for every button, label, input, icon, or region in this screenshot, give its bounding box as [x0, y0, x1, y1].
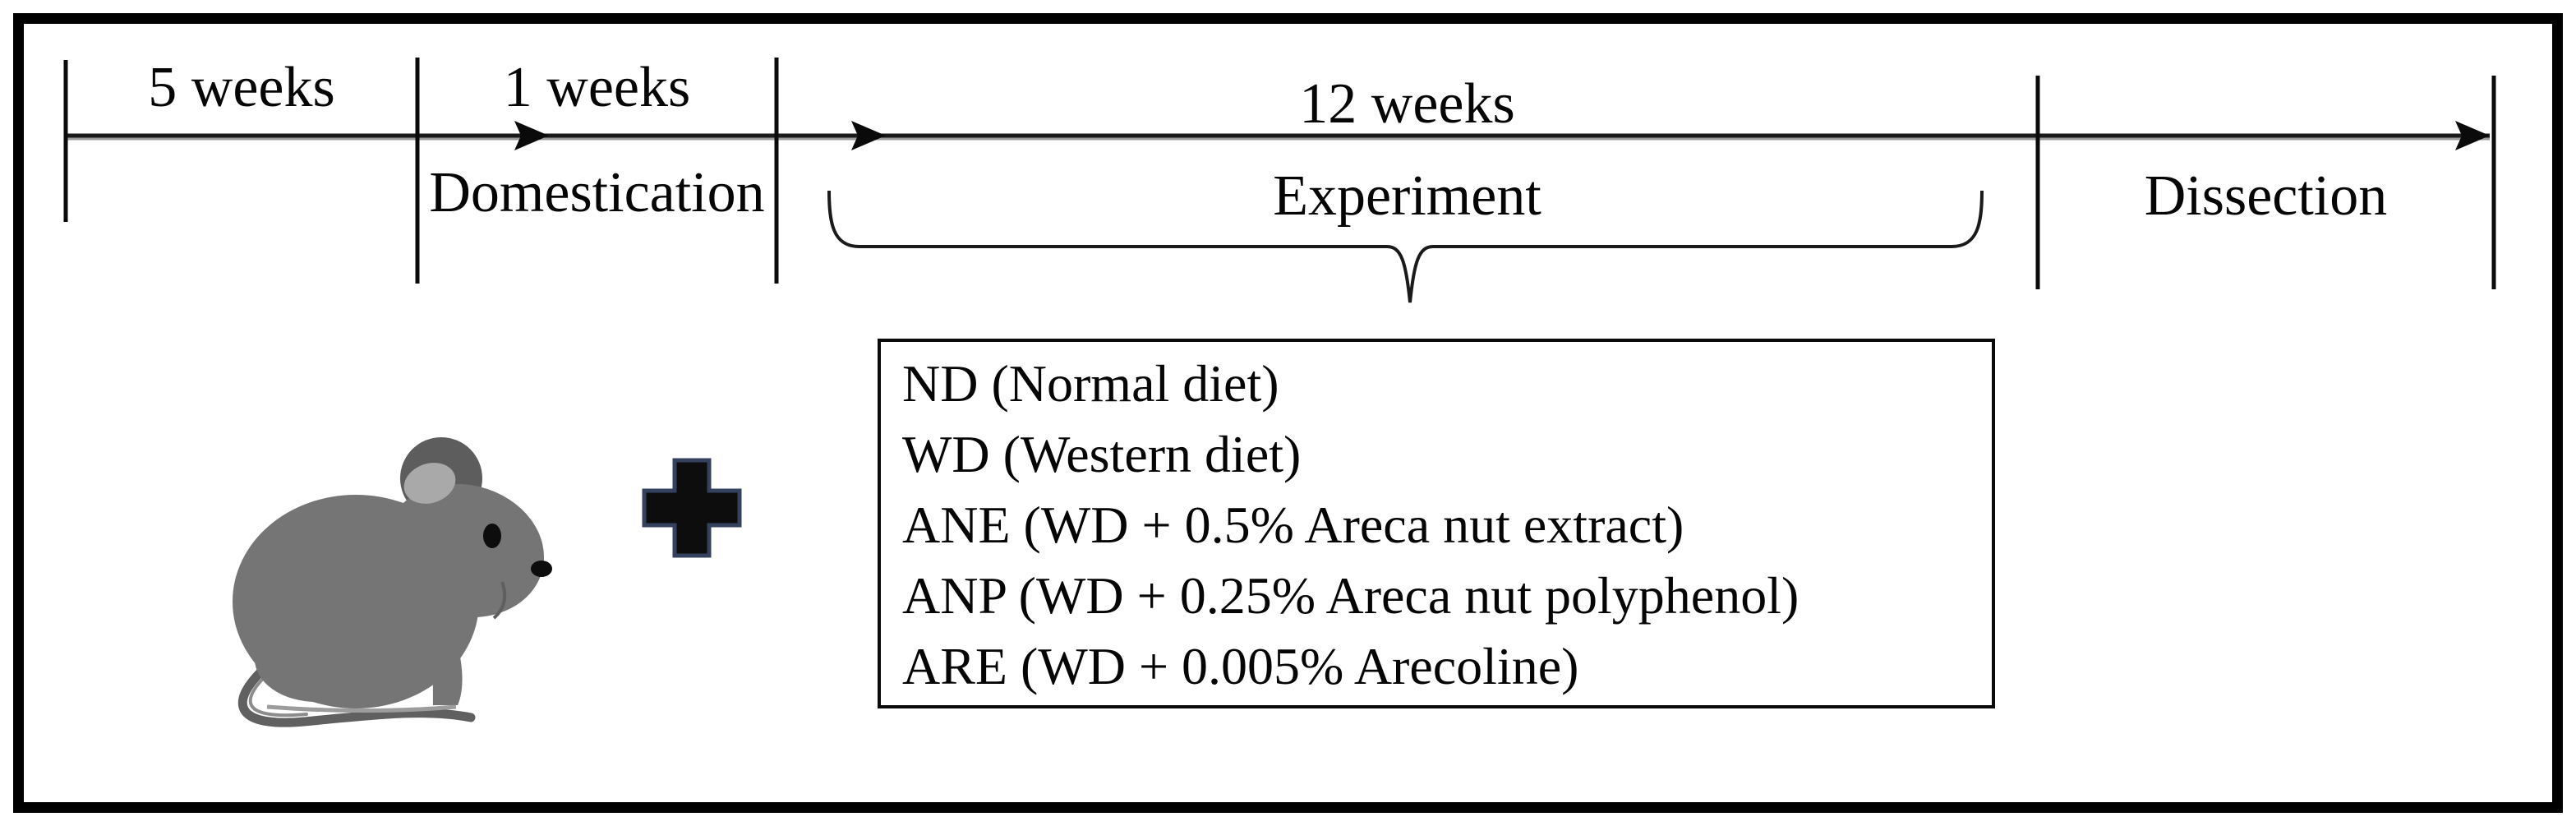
phase-label-experiment: Experiment — [1273, 164, 1541, 228]
diet-groups-box: ND (Normal diet) WD (Western diet) ANE (… — [878, 339, 1995, 708]
segment-duration-label: 5 weeks — [148, 56, 335, 119]
arrow-right-icon — [2455, 121, 2490, 150]
diet-group-line: WD (Western diet) — [902, 425, 1302, 483]
phase-label-domestication: Domestication — [429, 161, 765, 224]
segment-duration-label: 12 weeks — [1299, 72, 1515, 136]
mouse-icon — [233, 437, 552, 727]
phase-label-dissection: Dissection — [2144, 164, 2388, 228]
arrow-right-icon — [851, 121, 886, 150]
plus-icon — [642, 458, 742, 558]
diet-group-line: ND (Normal diet) — [902, 354, 1279, 413]
diet-group-line: ARE (WD + 0.005% Arecoline) — [902, 637, 1579, 695]
diet-group-line: ANP (WD + 0.25% Areca nut polyphenol) — [902, 566, 1800, 625]
arrow-right-icon — [514, 121, 549, 150]
segment-duration-label: 1 weeks — [503, 56, 691, 119]
diet-group-line: ANE (WD + 0.5% Areca nut extract) — [902, 496, 1684, 554]
underbrace-icon — [827, 190, 1984, 303]
